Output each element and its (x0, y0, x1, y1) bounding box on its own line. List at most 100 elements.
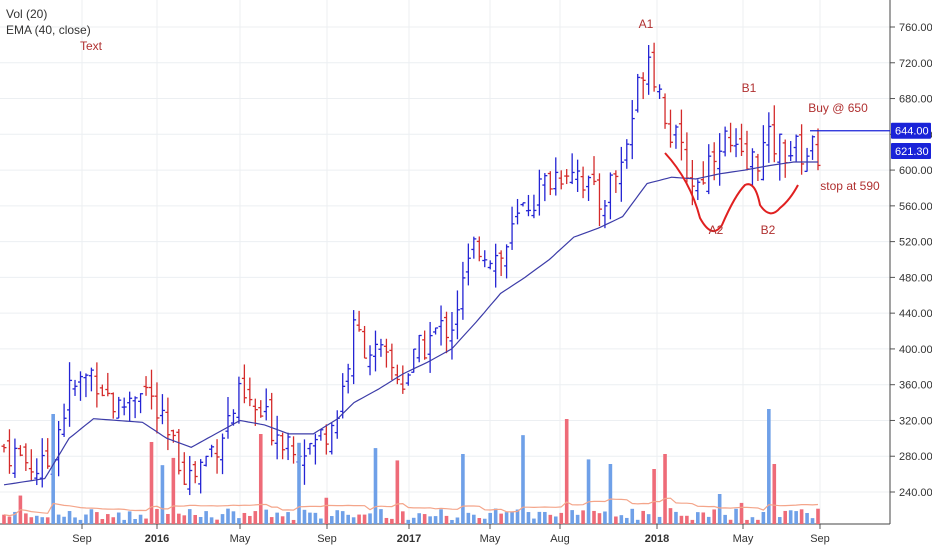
volume-bar (182, 515, 187, 524)
volume-bar (515, 509, 520, 524)
volume-bar (761, 511, 766, 524)
volume-bar (417, 513, 421, 524)
volume-bar (231, 511, 236, 524)
volume-bar (177, 513, 181, 524)
volume-bar (56, 514, 61, 524)
volume-bar (384, 517, 389, 524)
volume-bar (624, 517, 629, 524)
volume-bar (488, 512, 493, 524)
volume-bar (608, 464, 613, 524)
volume-bar (679, 515, 684, 524)
volume-bar (105, 514, 110, 524)
volume-bar (319, 518, 323, 524)
volume-bar (450, 519, 454, 524)
annotation-b1: B1 (742, 81, 757, 95)
volume-bar (351, 517, 356, 524)
volume-bar (799, 509, 804, 524)
volume-bar (466, 512, 471, 524)
volume-bar (84, 514, 88, 524)
volume-bar (521, 435, 525, 524)
volume-bar (652, 469, 656, 524)
volume-bar (559, 512, 564, 524)
volume-bar (302, 509, 307, 524)
volume-bar (745, 519, 749, 524)
volume-bar (346, 514, 350, 524)
volume-bar (805, 513, 809, 524)
volume-bar (297, 442, 301, 524)
volume-bar (406, 519, 411, 524)
volume-bar (499, 513, 503, 524)
y-tick-label: 560.00 (899, 201, 932, 213)
x-tick-label: 2016 (145, 533, 169, 545)
volume-bar (286, 512, 290, 524)
x-tick-label: Sep (72, 533, 92, 545)
y-tick-label: 320.00 (899, 415, 932, 427)
volume-bar (149, 441, 154, 524)
volume-bar (756, 519, 760, 524)
volume-bar (160, 465, 165, 524)
volume-bar (2, 514, 6, 524)
volume-bar (772, 464, 777, 524)
volume-bar (553, 516, 558, 524)
volume-bar (390, 518, 394, 524)
volume-bar (144, 518, 148, 524)
volume-bar (482, 518, 487, 524)
volume-bar (767, 409, 771, 524)
volume-bar (635, 519, 640, 524)
x-tick-label: 2018 (645, 533, 669, 545)
volume-bar (701, 512, 706, 524)
volume-bar (696, 512, 700, 524)
x-tick-label: May (733, 533, 754, 545)
volume-bar (40, 517, 45, 524)
volume-bar (357, 514, 361, 524)
volume-bar (308, 512, 312, 524)
volume-bar (362, 514, 367, 524)
volume-bar (329, 516, 334, 524)
volume-bar (379, 509, 383, 524)
volume-bar (575, 514, 580, 524)
volume-bar (455, 517, 460, 524)
volume-bar (209, 517, 214, 524)
volume-bar (13, 511, 17, 524)
volume-bar (138, 514, 143, 524)
volume-bar (663, 454, 667, 524)
price-tag-buy: 644.00 (895, 126, 929, 138)
volume-bar (674, 511, 678, 524)
volume-bar (690, 519, 695, 524)
volume-bar (810, 518, 815, 524)
y-tick-label: 440.00 (899, 308, 932, 320)
y-tick-label: 720.00 (899, 58, 932, 70)
volume-bar (253, 511, 258, 524)
y-tick-label: 240.00 (899, 487, 932, 499)
volume-bar (788, 510, 793, 524)
volume-bar (461, 454, 465, 524)
x-tick-label: Aug (550, 533, 570, 545)
text-legend: Text (80, 39, 103, 53)
volume-bar (62, 516, 66, 524)
volume-bar (89, 509, 94, 524)
annotation-buy: Buy @ 650 (808, 101, 868, 115)
volume-bar (734, 508, 738, 524)
volume-bar (220, 514, 225, 524)
volume-bar (264, 509, 269, 524)
volume-bar (368, 513, 372, 524)
volume-bar (171, 457, 176, 524)
volume-bar (548, 514, 553, 524)
volume-bar (111, 517, 116, 524)
legend: Vol (20) EMA (40, close) Text (6, 6, 102, 54)
volume-bar (472, 514, 476, 524)
volume-bar (739, 502, 744, 524)
volume-bar (29, 517, 34, 524)
y-tick-label: 600.00 (899, 165, 932, 177)
price-tag-buy-bg (891, 122, 931, 139)
volume-bar (433, 516, 438, 524)
volume-bar (510, 512, 514, 524)
volume-bar (794, 511, 798, 524)
volume-bar (777, 517, 782, 524)
volume-bar (717, 494, 722, 524)
y-tick-label: 280.00 (899, 451, 932, 463)
volume-bar (313, 512, 318, 524)
volume-bar (581, 510, 585, 524)
x-tick-label: Sep (810, 533, 830, 545)
